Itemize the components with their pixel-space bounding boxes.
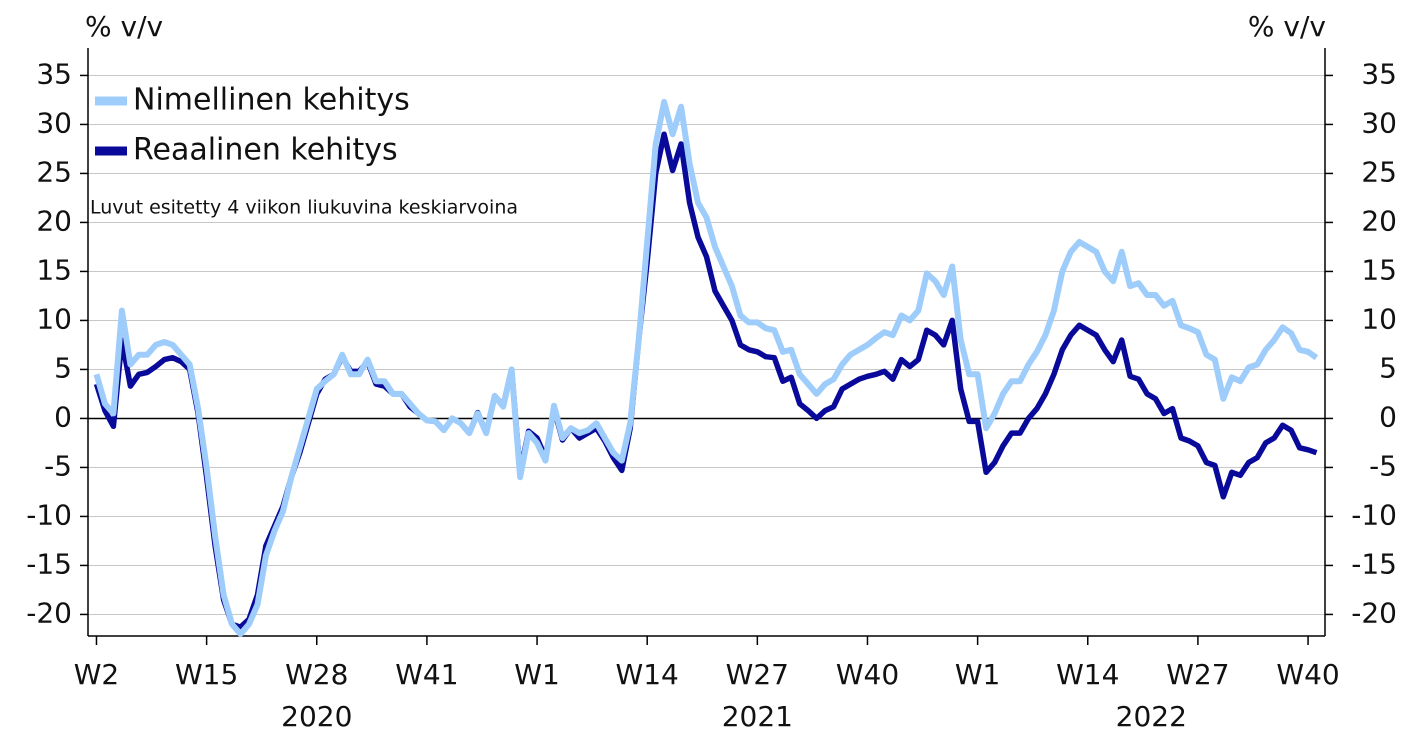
- y-tick-label: -20: [26, 596, 72, 629]
- y2-tick-label: -5: [1369, 449, 1397, 482]
- y2-tick-label: 20: [1361, 204, 1397, 237]
- x-tick-label: W27: [1166, 658, 1229, 691]
- y2-tick-label: 35: [1361, 57, 1397, 90]
- x-tick-label: W14: [616, 658, 679, 691]
- y2-axis-label: % v/v: [1248, 10, 1326, 43]
- series-line: [93, 98, 1319, 637]
- y2-tick-label: 15: [1361, 253, 1397, 286]
- y-axis-label: % v/v: [85, 10, 163, 43]
- x-tick-label: W14: [1056, 658, 1119, 691]
- y2-tick-label: 30: [1361, 106, 1397, 139]
- x-tick-label: W40: [1276, 658, 1339, 691]
- x-tick-label: W15: [175, 658, 238, 691]
- year-label: 2022: [1116, 700, 1187, 733]
- x-tick-label: W1: [514, 658, 560, 691]
- y2-tick-label: 25: [1361, 155, 1397, 188]
- y2-tick-label: -20: [1351, 596, 1397, 629]
- y2-tick-label: 10: [1361, 302, 1397, 335]
- y-tick-label: 25: [36, 155, 72, 188]
- y-tick-label: 5: [54, 351, 72, 384]
- y2-tick-label: 0: [1379, 400, 1397, 433]
- y-tick-label: -5: [44, 449, 72, 482]
- annotation: Luvut esitetty 4 viikon liukuvina keskia…: [90, 197, 518, 219]
- year-label: 2020: [281, 700, 352, 733]
- y-tick-label: 35: [36, 57, 72, 90]
- legend-label: Reaalinen kehitys: [133, 133, 398, 168]
- y-tick-label: -10: [26, 498, 72, 531]
- legend-label: Nimellinen kehitys: [133, 83, 410, 118]
- x-tick-label: W27: [726, 658, 789, 691]
- x-tick-label: W2: [74, 658, 120, 691]
- y2-tick-label: -15: [1351, 547, 1397, 580]
- y2-tick-label: -10: [1351, 498, 1397, 531]
- x-tick-label: W28: [285, 658, 348, 691]
- y-tick-label: 15: [36, 253, 72, 286]
- y2-tick-label: 5: [1379, 351, 1397, 384]
- y-tick-label: 10: [36, 302, 72, 335]
- year-label: 2021: [722, 700, 793, 733]
- y-tick-label: 30: [36, 106, 72, 139]
- x-tick-label: W40: [836, 658, 899, 691]
- x-tick-label: W1: [955, 658, 1001, 691]
- y-tick-label: 20: [36, 204, 72, 237]
- y-tick-label: -15: [26, 547, 72, 580]
- x-tick-label: W41: [395, 658, 458, 691]
- y-tick-label: 0: [54, 400, 72, 433]
